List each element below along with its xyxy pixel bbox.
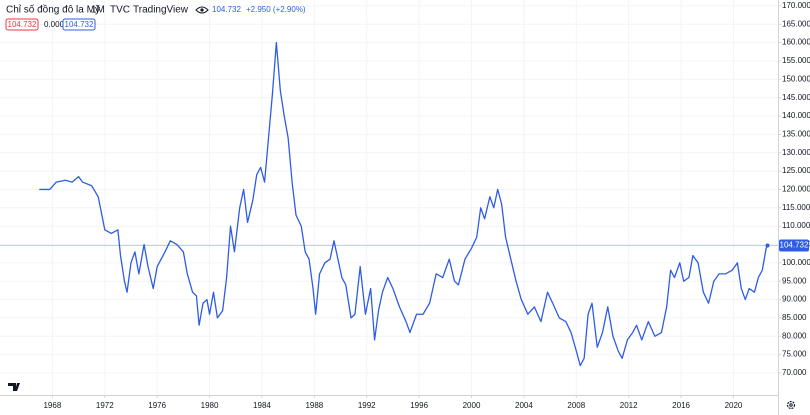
- price-line: [39, 41, 769, 367]
- last-price-dot: [765, 243, 770, 248]
- header: Chỉ số đồng đô la Mỹ 1M TVC TradingView …: [5, 4, 306, 31]
- legend-value: 0.000: [44, 20, 65, 29]
- x-tick-label: 1996: [410, 401, 428, 410]
- x-tick-label: 1972: [96, 401, 114, 410]
- x-tick-label: 2016: [672, 401, 690, 410]
- x-tick-label: 2008: [567, 401, 585, 410]
- y-tick-label: 135.000: [782, 129, 810, 138]
- y-tick-label: 140.000: [782, 111, 810, 120]
- x-tick-label: 2020: [725, 401, 743, 410]
- x-tick-label: 1980: [201, 401, 219, 410]
- y-tick-label: 160.000: [782, 38, 810, 47]
- last-price-box: [779, 239, 809, 252]
- y-tick-label: 145.000: [782, 93, 810, 102]
- y-tick-label: 70.000: [782, 368, 807, 377]
- y-tick-label: 110.000: [782, 221, 810, 230]
- symbol-title: Chỉ số đồng đô la Mỹ: [6, 4, 100, 16]
- y-tick-label: 85.000: [782, 313, 807, 322]
- y-tick-label: 100.000: [782, 258, 810, 267]
- y-tick-label: 165.000: [782, 19, 810, 28]
- legend-box: [62, 18, 96, 31]
- y-tick-label: 120.000: [782, 185, 810, 194]
- y-tick-label: 125.000: [782, 166, 810, 175]
- legend-box: [5, 18, 39, 31]
- header-price: 104.732: [212, 5, 241, 14]
- last-price-label: 104.732: [780, 241, 809, 250]
- y-tick-label: 155.000: [782, 56, 810, 65]
- x-tick-label: 2004: [515, 401, 533, 410]
- x-tick-label: 2000: [463, 401, 481, 410]
- y-tick-label: 150.000: [782, 74, 810, 83]
- x-tick-label: 2012: [620, 401, 638, 410]
- y-tick-label: 115.000: [782, 203, 810, 212]
- x-tick-label: 1984: [253, 401, 271, 410]
- tradingview-logo[interactable]: [8, 383, 20, 391]
- legend-value: 104.732: [65, 20, 94, 29]
- x-tick-label: 1976: [148, 401, 166, 410]
- source: TradingView: [133, 5, 189, 16]
- x-tick-label: 1968: [43, 401, 61, 410]
- y-tick-label: 90.000: [782, 295, 807, 304]
- visibility-icon[interactable]: [195, 6, 209, 14]
- header-change: +2.950 (+2.90%): [246, 5, 306, 14]
- y-tick-label: 75.000: [782, 350, 807, 359]
- exchange: TVC: [110, 5, 130, 16]
- y-tick-label: 130.000: [782, 148, 810, 157]
- x-tick-label: 1988: [305, 401, 323, 410]
- legend-value: 104.732: [8, 20, 37, 29]
- y-tick-label: 80.000: [782, 331, 807, 340]
- interval[interactable]: 1M: [91, 5, 105, 16]
- x-tick-label: 1992: [358, 401, 376, 410]
- y-tick-label: 170.000: [782, 1, 810, 10]
- y-tick-label: 95.000: [782, 276, 807, 285]
- settings-icon[interactable]: [786, 400, 796, 410]
